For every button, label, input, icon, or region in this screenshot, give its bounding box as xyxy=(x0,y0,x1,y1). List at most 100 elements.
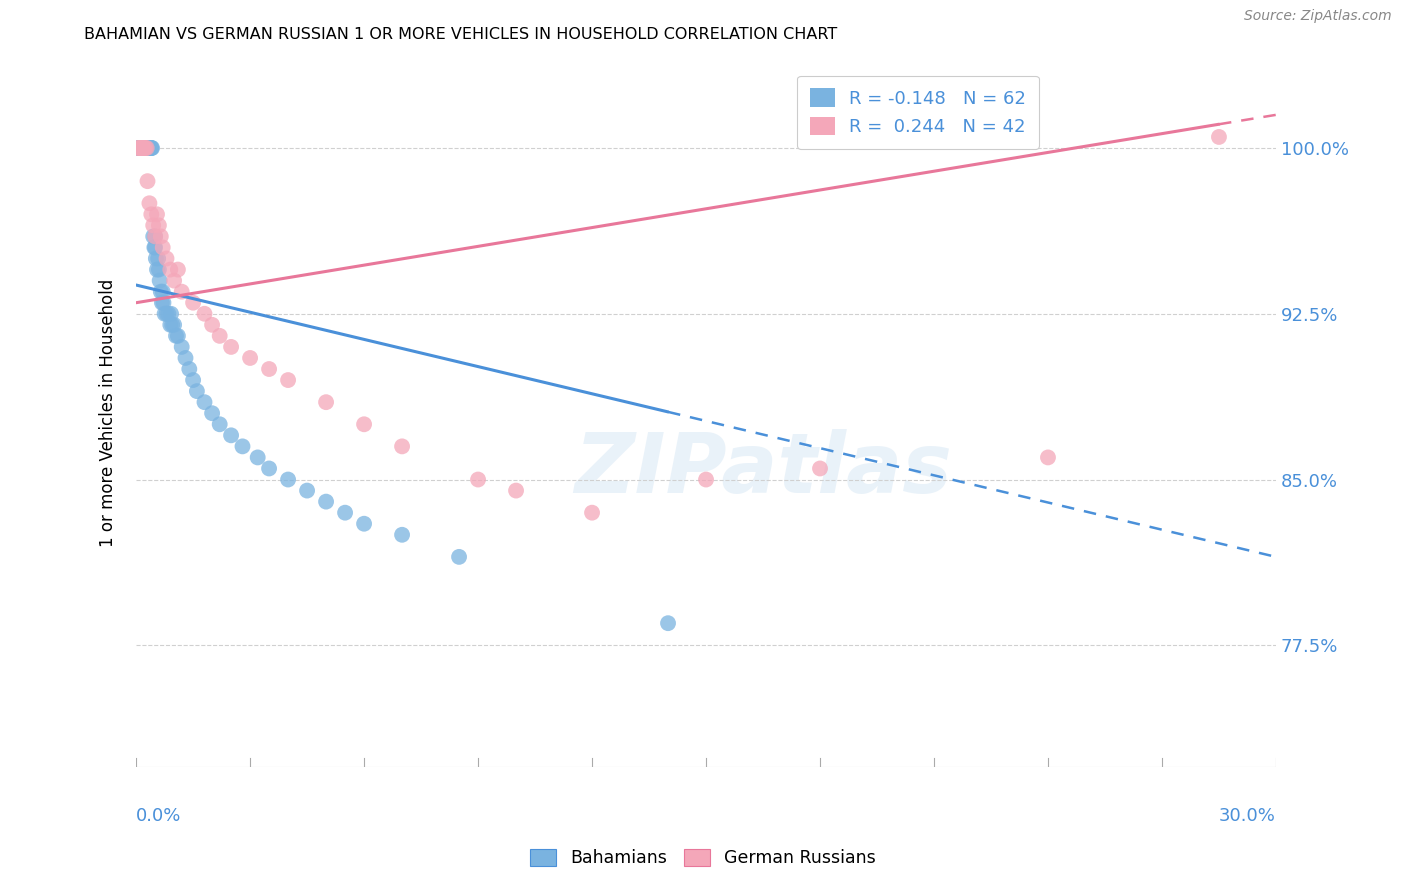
Point xyxy=(148,262,170,277)
Point xyxy=(146,252,169,266)
Point xyxy=(132,141,155,155)
Point xyxy=(152,295,174,310)
Point xyxy=(467,473,489,487)
Point xyxy=(160,307,183,321)
Point xyxy=(170,340,193,354)
Point xyxy=(193,395,215,409)
Point xyxy=(131,141,153,155)
Point xyxy=(138,141,160,155)
Point xyxy=(149,229,172,244)
Point xyxy=(160,318,183,332)
Point xyxy=(131,141,153,155)
Point xyxy=(128,141,150,155)
Point xyxy=(315,494,337,508)
Point xyxy=(129,141,152,155)
Point xyxy=(179,362,201,376)
Text: BAHAMIAN VS GERMAN RUSSIAN 1 OR MORE VEHICLES IN HOUSEHOLD CORRELATION CHART: BAHAMIAN VS GERMAN RUSSIAN 1 OR MORE VEH… xyxy=(84,27,838,42)
Point xyxy=(257,362,280,376)
Point xyxy=(239,351,262,365)
Point xyxy=(134,141,156,155)
Point xyxy=(136,141,159,155)
Point xyxy=(132,141,155,155)
Text: Source: ZipAtlas.com: Source: ZipAtlas.com xyxy=(1244,9,1392,23)
Point xyxy=(186,384,208,398)
Point xyxy=(174,351,197,365)
Point xyxy=(1208,130,1230,145)
Point xyxy=(135,141,157,155)
Point xyxy=(246,450,269,465)
Point xyxy=(152,285,174,299)
Point xyxy=(141,207,163,221)
Point xyxy=(315,395,337,409)
Point xyxy=(277,473,299,487)
Point xyxy=(170,285,193,299)
Point xyxy=(129,141,152,155)
Point xyxy=(201,318,224,332)
Point xyxy=(136,174,159,188)
Point xyxy=(149,285,172,299)
Point xyxy=(391,528,413,542)
Point xyxy=(141,141,163,155)
Point xyxy=(135,141,157,155)
Point xyxy=(505,483,527,498)
Point xyxy=(201,406,224,420)
Point xyxy=(167,262,190,277)
Point xyxy=(143,240,166,254)
Point xyxy=(145,252,167,266)
Point xyxy=(142,229,165,244)
Point xyxy=(1036,450,1059,465)
Point xyxy=(143,240,166,254)
Point xyxy=(208,329,231,343)
Point xyxy=(135,141,157,155)
Point xyxy=(295,483,318,498)
Point xyxy=(131,141,153,155)
Point xyxy=(143,229,166,244)
Point xyxy=(149,274,172,288)
Point xyxy=(152,240,174,254)
Point xyxy=(695,473,717,487)
Point xyxy=(657,616,679,631)
Point xyxy=(163,318,186,332)
Point xyxy=(138,196,160,211)
Point xyxy=(353,516,375,531)
Point xyxy=(129,141,152,155)
Point xyxy=(128,141,150,155)
Point xyxy=(139,141,162,155)
Point xyxy=(163,274,186,288)
Point xyxy=(165,329,187,343)
Point xyxy=(333,506,356,520)
Point xyxy=(219,428,242,442)
Point xyxy=(142,219,165,233)
Point xyxy=(132,141,155,155)
Point xyxy=(208,417,231,432)
Point xyxy=(449,549,471,564)
Point xyxy=(136,141,159,155)
Point xyxy=(167,329,190,343)
Point xyxy=(159,318,181,332)
Point xyxy=(148,219,170,233)
Point xyxy=(219,340,242,354)
Point xyxy=(159,262,181,277)
Point xyxy=(127,141,149,155)
Point xyxy=(155,252,177,266)
Text: 0.0%: 0.0% xyxy=(136,806,181,824)
Point xyxy=(808,461,831,475)
Point xyxy=(181,295,204,310)
Point xyxy=(135,141,157,155)
Y-axis label: 1 or more Vehicles in Household: 1 or more Vehicles in Household xyxy=(100,279,117,548)
Point xyxy=(129,141,152,155)
Point xyxy=(277,373,299,387)
Point xyxy=(132,141,155,155)
Point xyxy=(231,439,253,453)
Point xyxy=(157,307,180,321)
Point xyxy=(134,141,156,155)
Point xyxy=(129,141,152,155)
Point xyxy=(141,141,163,155)
Point xyxy=(391,439,413,453)
Text: 30.0%: 30.0% xyxy=(1219,806,1277,824)
Text: ZIPatlas: ZIPatlas xyxy=(574,429,952,510)
Point xyxy=(153,307,176,321)
Point xyxy=(581,506,603,520)
Legend: R = -0.148   N = 62, R =  0.244   N = 42: R = -0.148 N = 62, R = 0.244 N = 42 xyxy=(797,76,1039,149)
Point xyxy=(150,295,173,310)
